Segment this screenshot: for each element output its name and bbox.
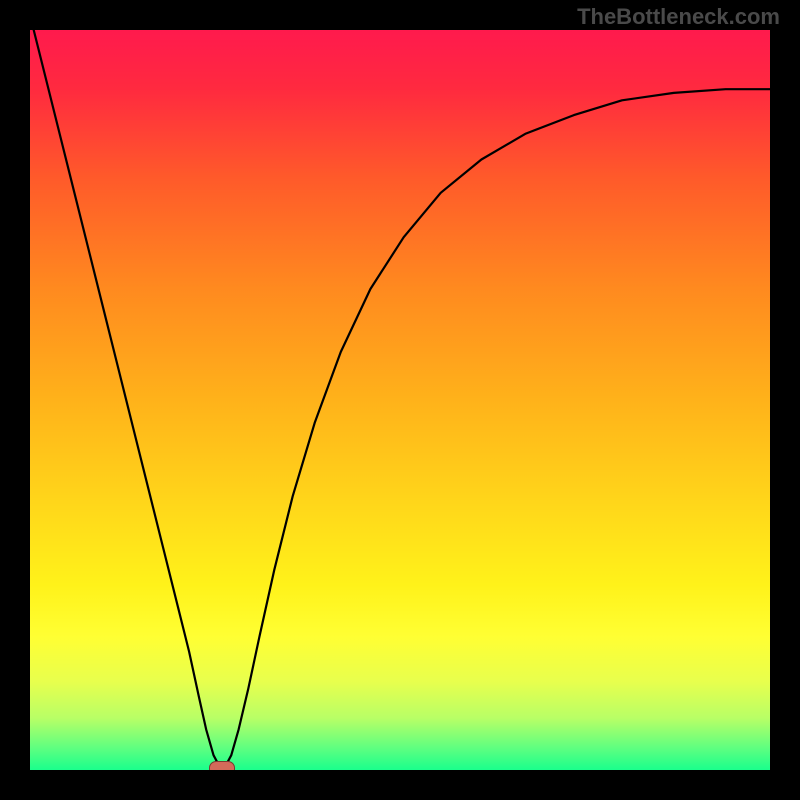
chart-frame (0, 0, 800, 800)
attribution-text: TheBottleneck.com (577, 4, 780, 30)
